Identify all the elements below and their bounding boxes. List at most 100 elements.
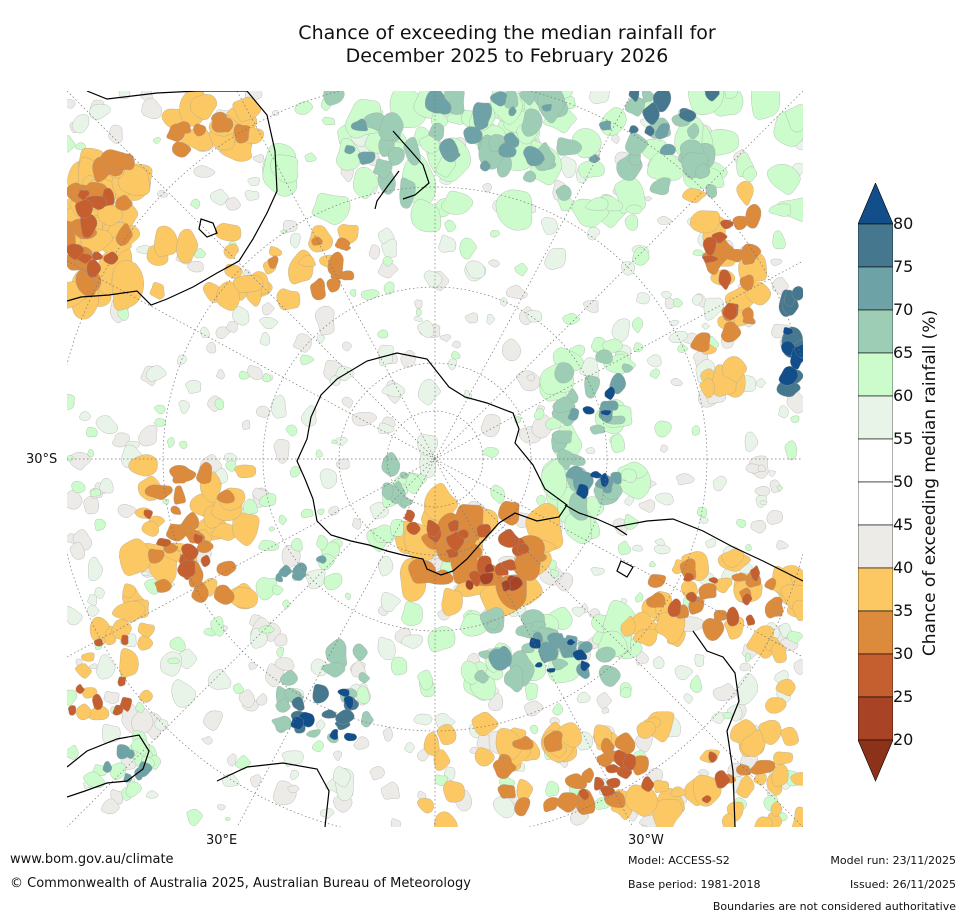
probability-patch <box>708 751 718 763</box>
probability-patch <box>590 567 605 576</box>
probability-patch <box>267 255 279 269</box>
probability-patch <box>721 548 744 568</box>
probability-patch <box>112 704 124 716</box>
probability-patch <box>598 664 621 687</box>
probability-patch <box>101 798 120 815</box>
map-canvas <box>67 91 803 827</box>
probability-patch <box>316 334 325 344</box>
probability-patch <box>604 400 619 412</box>
probability-patch <box>636 721 657 739</box>
colorbar-extension-top <box>858 183 893 225</box>
probability-patch <box>381 482 394 501</box>
probability-patch <box>503 132 520 148</box>
coastlines <box>67 91 803 827</box>
probability-patch <box>504 664 524 693</box>
probability-patch <box>476 117 489 129</box>
probability-patch <box>772 230 786 250</box>
probability-patch <box>554 362 575 384</box>
probability-patch <box>351 412 377 427</box>
probability-patch <box>291 571 307 581</box>
probability-patch <box>705 538 716 549</box>
rainfall-map <box>67 91 803 827</box>
probability-patch <box>778 405 789 419</box>
probability-patch <box>224 263 243 279</box>
probability-patch <box>576 483 589 500</box>
probability-patch <box>647 354 662 368</box>
probability-patch <box>754 816 773 827</box>
probability-patch <box>169 636 186 652</box>
probability-patch <box>68 705 77 716</box>
probability-patch <box>791 286 803 301</box>
probability-patch <box>216 489 235 504</box>
probability-patch <box>447 519 459 532</box>
probability-patch <box>423 270 443 289</box>
probability-patch <box>272 110 279 116</box>
probability-patch <box>689 210 720 234</box>
probability-patch <box>103 691 120 704</box>
probability-patch <box>790 772 803 786</box>
probability-patch <box>480 414 501 438</box>
probability-patch <box>358 672 370 684</box>
probability-patch <box>414 299 423 309</box>
footer-disclaimer: Boundaries are not considered authoritat… <box>712 900 956 913</box>
probability-patch <box>722 813 736 827</box>
probability-patch <box>378 112 404 142</box>
probability-patch <box>381 382 406 398</box>
footer-url[interactable]: www.bom.gov.au/climate <box>10 852 174 867</box>
probability-patch <box>638 499 656 513</box>
probability-patch <box>67 606 83 626</box>
probability-patch <box>649 368 660 379</box>
colorbar-tick-label: 60 <box>893 386 914 405</box>
probability-patch <box>314 305 335 336</box>
probability-patch <box>525 682 539 701</box>
probability-patch <box>160 651 182 677</box>
probability-patch <box>506 285 528 299</box>
probability-patch <box>116 744 131 760</box>
probability-patch <box>541 217 558 235</box>
probability-patch <box>598 120 612 131</box>
probability-patch <box>583 300 599 313</box>
probability-patch <box>170 505 182 515</box>
probability-patch <box>621 261 635 276</box>
probability-patch <box>181 543 199 561</box>
colorbar-tick-label: 35 <box>893 601 914 620</box>
probability-patch <box>232 306 250 326</box>
probability-patch <box>131 737 151 756</box>
probability-patch <box>644 125 655 137</box>
probability-patch <box>112 600 146 623</box>
probability-patch <box>588 154 601 164</box>
footer-copyright: © Commonwealth of Australia 2025, Austra… <box>10 876 471 891</box>
probability-patch <box>745 653 751 663</box>
probability-patch <box>519 91 536 106</box>
probability-patch <box>619 686 632 698</box>
probability-patch <box>596 692 612 709</box>
probability-patch <box>432 95 452 115</box>
probability-patch <box>214 223 242 242</box>
probability-patch <box>704 91 720 102</box>
probability-patch <box>523 700 544 717</box>
probability-patch <box>417 797 434 814</box>
probability-patch <box>79 411 91 421</box>
probability-patch <box>154 578 172 593</box>
colorbar-band <box>858 524 893 569</box>
probability-patch <box>283 220 298 234</box>
probability-patch <box>773 751 794 766</box>
probability-patch <box>216 560 237 577</box>
probability-patch <box>232 511 260 546</box>
probability-patch <box>224 817 231 821</box>
probability-patch <box>546 667 556 673</box>
probability-patch <box>435 713 456 729</box>
probability-patch <box>139 689 153 703</box>
probability-patch <box>488 259 500 268</box>
probability-patch <box>465 579 474 590</box>
probability-patch <box>610 471 622 485</box>
probability-patch <box>571 606 585 617</box>
probability-patch <box>329 729 339 740</box>
probability-patch <box>75 658 83 666</box>
probability-patch <box>636 292 650 305</box>
probability-patch <box>115 223 133 246</box>
probability-patch <box>732 215 749 230</box>
probability-patch <box>654 538 665 546</box>
probability-patch <box>683 693 694 704</box>
probability-patch <box>403 509 416 523</box>
